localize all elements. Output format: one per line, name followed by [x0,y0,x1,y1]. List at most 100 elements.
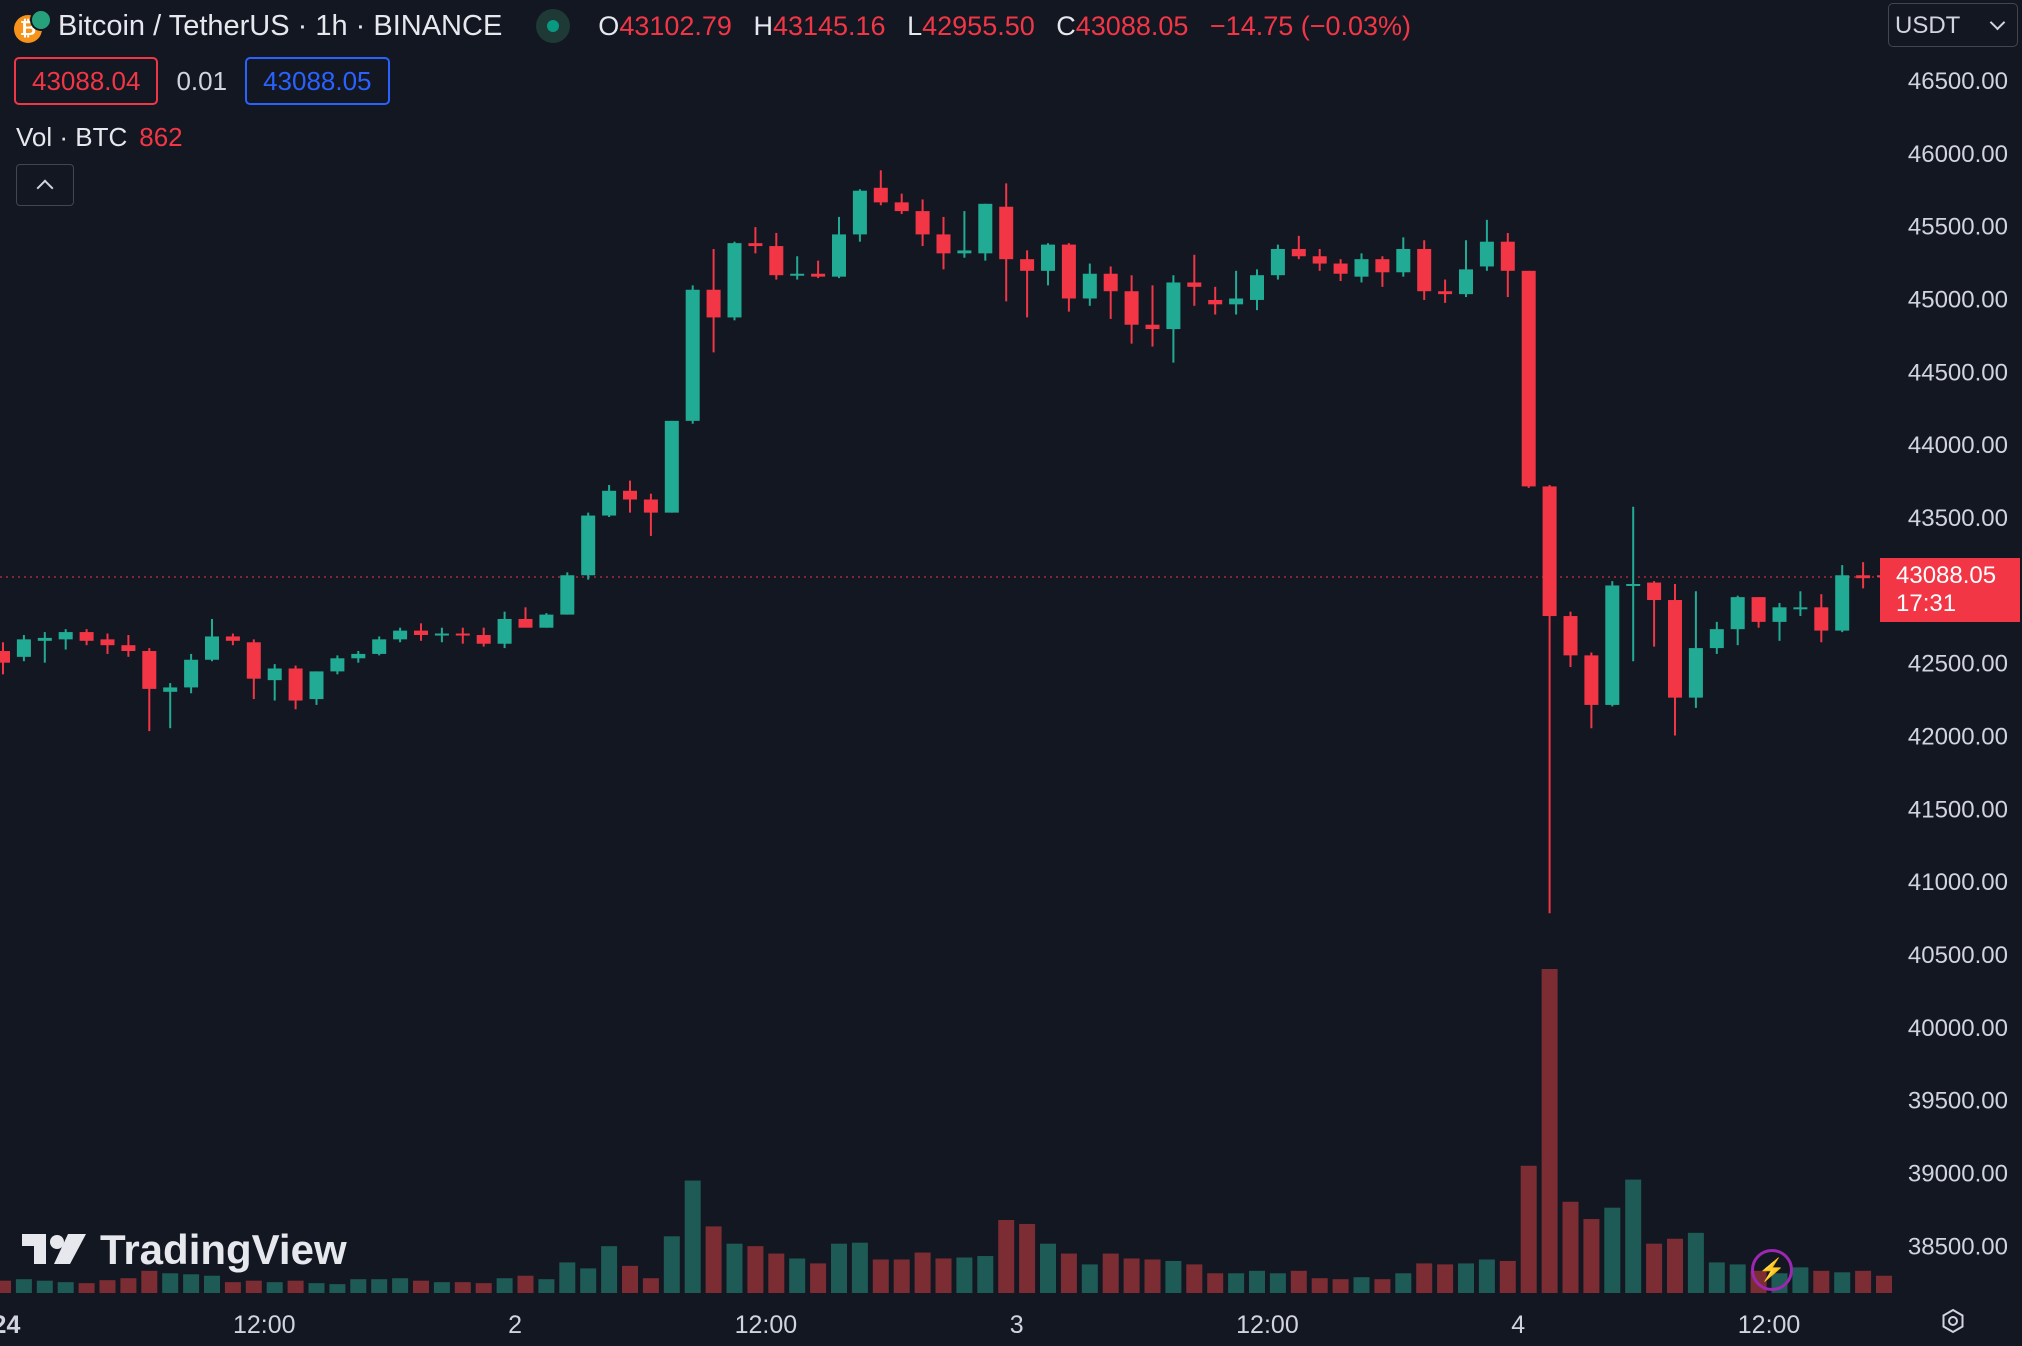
sell-button[interactable]: 43088.04 [14,57,159,105]
price-axis[interactable]: 46500.00 46000.00 45500.00 45000.00 44500.00… [1908,68,2008,1260]
candle-body [100,639,115,646]
candle-body [1438,291,1453,295]
spread-value: 0.01 [176,65,228,96]
time-tick-label: 12:00 [233,1311,296,1339]
candle-body [393,630,408,640]
volume-bar [538,1279,555,1293]
volume-bars [0,969,1892,1293]
candle-body [581,515,596,576]
volume-bar [1478,1259,1495,1293]
candle-body [1584,655,1599,705]
candle-body [184,659,199,688]
candle-body [497,618,512,644]
volume-bar [1249,1270,1265,1293]
candle-body [1688,648,1703,698]
candle-body [1103,273,1118,292]
volume-bar [851,1242,868,1293]
volume-bar [663,1236,680,1293]
candle-body [1626,584,1641,587]
candle-body [873,187,888,203]
volume-bar [1834,1272,1851,1293]
candle-body [1333,263,1348,274]
volume-bar [433,1282,450,1293]
candle-body [957,250,972,254]
volume-bar [1708,1262,1725,1293]
price-tick-label: 45000.00 [1908,287,2008,314]
volume-bar [684,1180,701,1293]
price-tick-label: 39500.00 [1908,1088,2008,1115]
volume-bar [1207,1273,1224,1293]
candle-body [1730,597,1745,630]
last-price-value: 43088.05 [1896,562,1997,589]
volume-bar [266,1282,283,1293]
time-axis[interactable]: 2024 12:00 2 12:00 3 12:00 4 12:00 [0,1311,1800,1339]
high-key: H [753,10,773,41]
volume-bar [914,1252,931,1293]
candle-body [1270,248,1285,276]
volume-bar [57,1282,74,1293]
candle-body [58,632,73,640]
volume-bar [78,1283,95,1293]
price-tick-label: 41500.00 [1908,796,2008,823]
volume-bar [0,1280,11,1293]
time-tick-label: 12:00 [1738,1311,1801,1339]
candle-body [790,273,805,276]
symbol-legend[interactable]: ₿ Bitcoin / TetherUS · 1h · BINANCE O431… [14,6,1411,46]
volume-bar [308,1283,325,1293]
price-tick-label: 41000.00 [1908,869,2008,896]
candle-body [330,658,345,672]
candle-body [706,289,721,318]
volume-bar [1855,1270,1872,1293]
candle-body [1208,299,1223,305]
symbol-title[interactable]: Bitcoin / TetherUS · 1h · BINANCE [58,9,503,42]
tradingview-logo[interactable]: TradingView [20,1226,347,1274]
market-open-dot-icon[interactable] [536,9,571,43]
candle-body [560,575,575,615]
volume-bar [1813,1270,1830,1293]
volume-bar [977,1256,994,1293]
candle-body [309,671,324,700]
volume-bar [15,1279,32,1293]
candle-body [246,642,261,679]
volume-bar [1228,1273,1245,1293]
chevron-up-icon[interactable] [16,164,74,206]
price-tick-label: 42000.00 [1908,724,2008,751]
candle-body [685,289,700,421]
volume-value: 862 [139,122,183,152]
candle-body [811,273,826,277]
volume-bar [1646,1243,1663,1293]
volume-bar [1374,1279,1391,1293]
buy-button[interactable]: 43088.05 [245,57,390,105]
time-tick-label: 12:00 [735,1311,798,1339]
candle-body [1145,324,1160,330]
candle-body [1061,244,1076,299]
volume-bar [601,1246,618,1293]
gear-icon[interactable] [1940,1308,1966,1334]
volume-bar [517,1275,534,1293]
low-value: 42955.50 [922,10,1035,41]
currency-select[interactable]: USDT [1888,3,2018,47]
volume-bar [1102,1253,1119,1293]
candle-body [434,633,449,636]
candle-body [1354,259,1369,277]
volume-legend[interactable]: Vol · BTC 862 [16,122,183,153]
candle-body [1856,575,1871,579]
volume-bar [475,1283,492,1293]
volume-bar [935,1258,952,1293]
candle-body [936,234,951,254]
volume-bar [350,1279,367,1293]
candle-body [643,499,658,513]
volume-bar [872,1259,889,1293]
volume-bar [1186,1264,1203,1293]
candle-body [623,490,637,500]
volume-bar [1416,1263,1433,1293]
candle-body [1459,269,1473,295]
candle-body [852,190,867,235]
volume-bar [1040,1243,1056,1293]
volume-bar [1499,1260,1516,1293]
volume-bar [1081,1264,1098,1293]
volume-bar [496,1278,513,1293]
lightning-bolt-icon[interactable]: ⚡ [1751,1249,1793,1291]
volume-bar [1541,969,1558,1293]
